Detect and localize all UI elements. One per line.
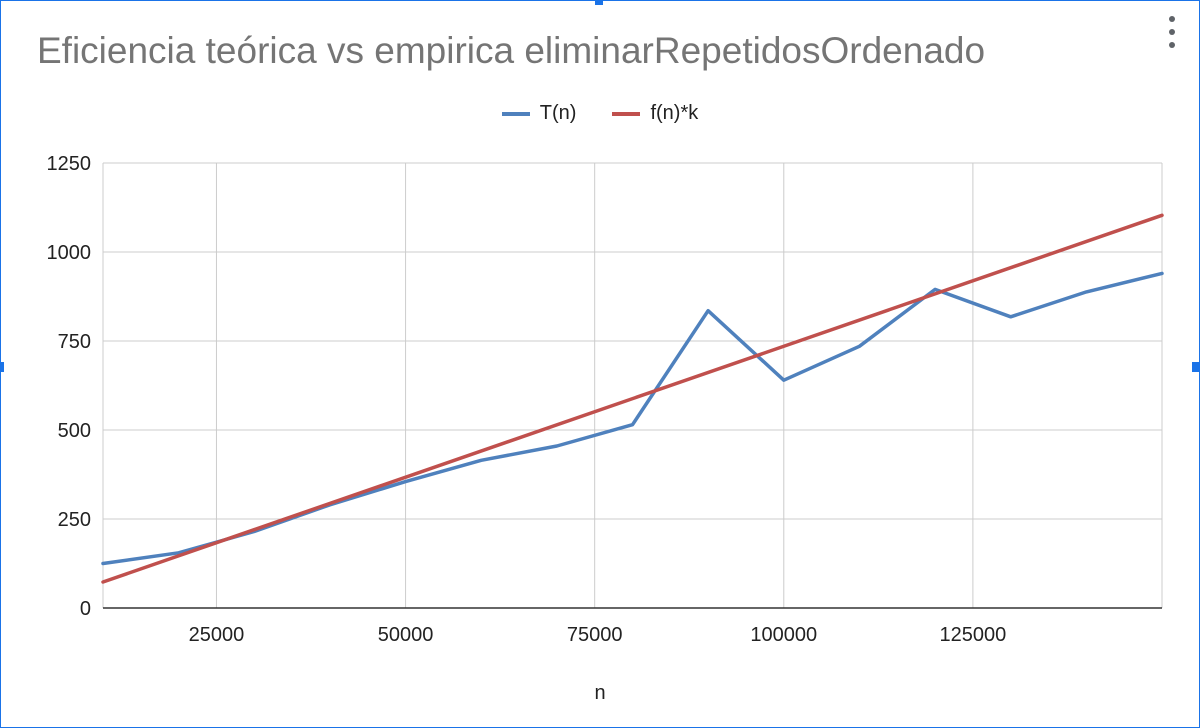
- series-line-0: [101, 271, 1164, 566]
- legend-label-t-n: T(n): [539, 102, 577, 124]
- y-tick-label: 1250: [47, 153, 92, 175]
- legend-swatch-f-n-k: [612, 111, 641, 116]
- resize-handle-right[interactable]: [1192, 362, 1200, 372]
- chart-title: Eficiencia teórica vs empirica eliminarR…: [37, 30, 986, 71]
- series-group: [101, 213, 1164, 584]
- legend: T(n) f(n)*k: [0, 102, 1200, 125]
- x-tick-label: 75000: [567, 624, 623, 646]
- legend-item-f-n-k: f(n)*k: [612, 102, 698, 125]
- x-tick-label: 125000: [940, 624, 1007, 646]
- grid: [102, 162, 1163, 608]
- more-vert-icon[interactable]: [1164, 14, 1180, 50]
- legend-label-f-n-k: f(n)*k: [650, 102, 699, 124]
- x-axis-label: n: [594, 682, 606, 704]
- legend-item-t-n: T(n): [501, 102, 577, 125]
- x-tick-label: 100000: [750, 624, 817, 646]
- resize-handle-top[interactable]: [595, 0, 603, 5]
- legend-swatch-t-n: [501, 111, 530, 116]
- y-tick-label: 250: [58, 509, 91, 531]
- y-tick-label: 0: [80, 598, 91, 620]
- y-tick-label: 750: [58, 331, 91, 353]
- x-tick-label: 25000: [189, 624, 245, 646]
- series-line-1: [101, 213, 1164, 584]
- axes: 0 250 500 750 1000 1250 25000 50000 75000 100000 1…: [47, 153, 1162, 646]
- y-tick-label: 1000: [47, 242, 92, 264]
- x-tick-label: 50000: [378, 624, 434, 646]
- resize-handle-left[interactable]: [0, 362, 4, 372]
- y-tick-label: 500: [58, 420, 91, 442]
